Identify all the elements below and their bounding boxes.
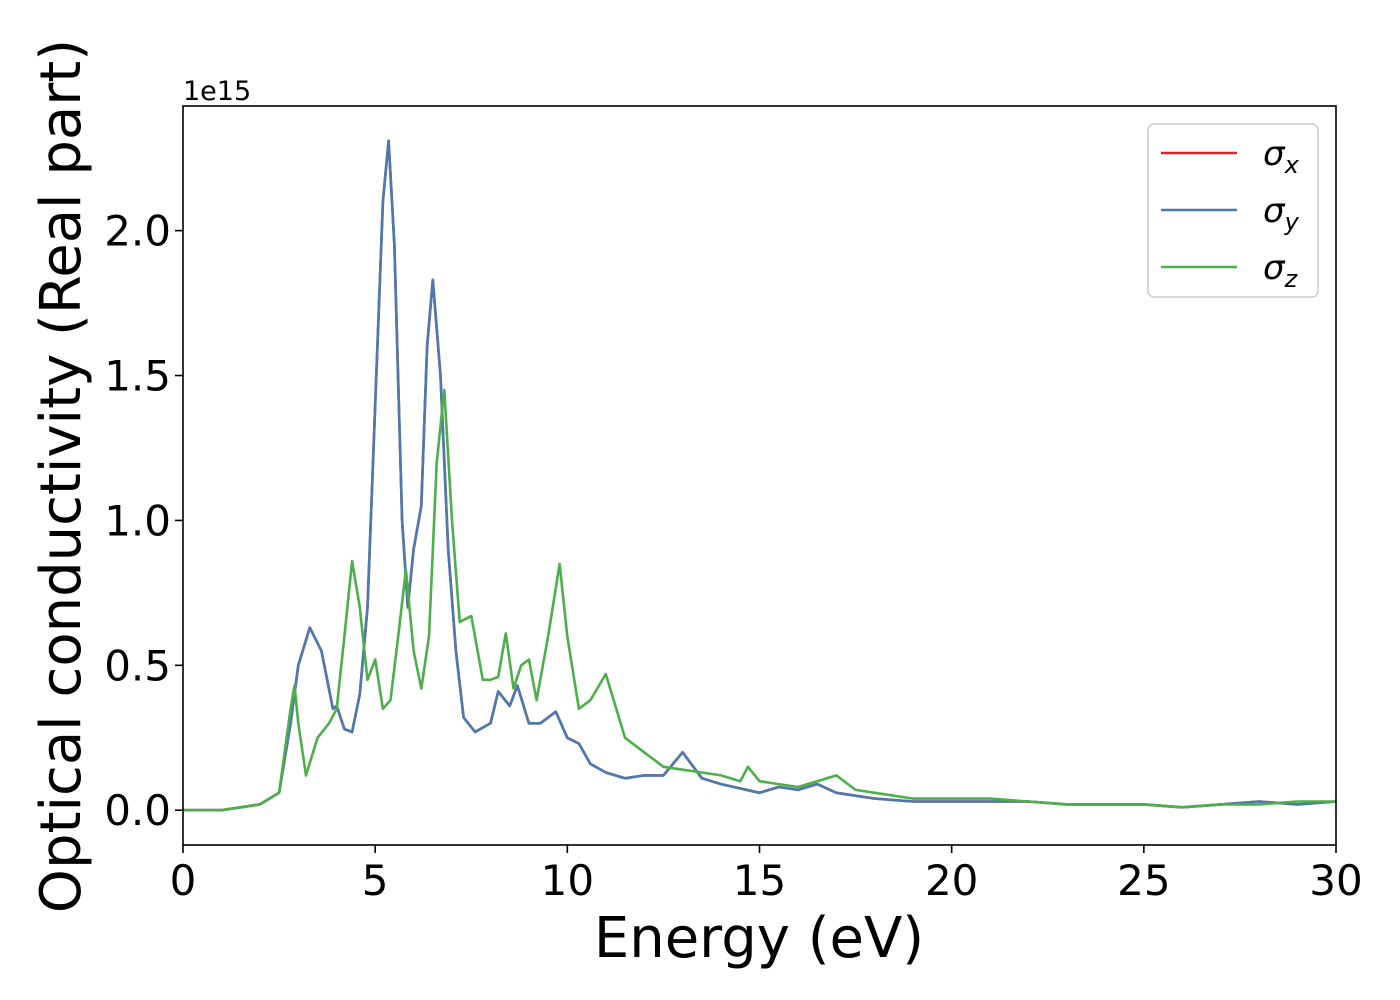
y-tick-label: 2.0 [104, 207, 171, 256]
y-axis-ticks: 0.0 0.5 1.0 1.5 2.0 [104, 207, 183, 835]
plot-area [183, 106, 1336, 845]
x-axis-label: Energy (eV) [594, 906, 924, 971]
x-tick-label: 30 [1309, 856, 1362, 905]
y-tick-label: 1.5 [104, 352, 171, 401]
x-tick-label: 25 [1117, 856, 1170, 905]
series-line-z [183, 388, 1336, 812]
x-tick-label: 20 [925, 856, 978, 905]
x-axis-ticks: 0 5 10 15 20 25 30 [170, 845, 1363, 905]
series-line-y [183, 139, 1337, 812]
y-tick-label: 0.5 [104, 641, 171, 690]
x-tick-label: 5 [362, 856, 389, 905]
y-tick-label: 0.0 [104, 786, 171, 835]
x-tick-label: 0 [170, 856, 197, 905]
x-tick-label: 10 [541, 856, 594, 905]
y-tick-label: 1.0 [104, 496, 171, 545]
series-layer [183, 139, 1337, 812]
x-tick-label: 15 [733, 856, 786, 905]
y-offset-label: 1e15 [183, 76, 251, 107]
y-axis-label: Optical conductivity (Real part) [29, 39, 94, 913]
